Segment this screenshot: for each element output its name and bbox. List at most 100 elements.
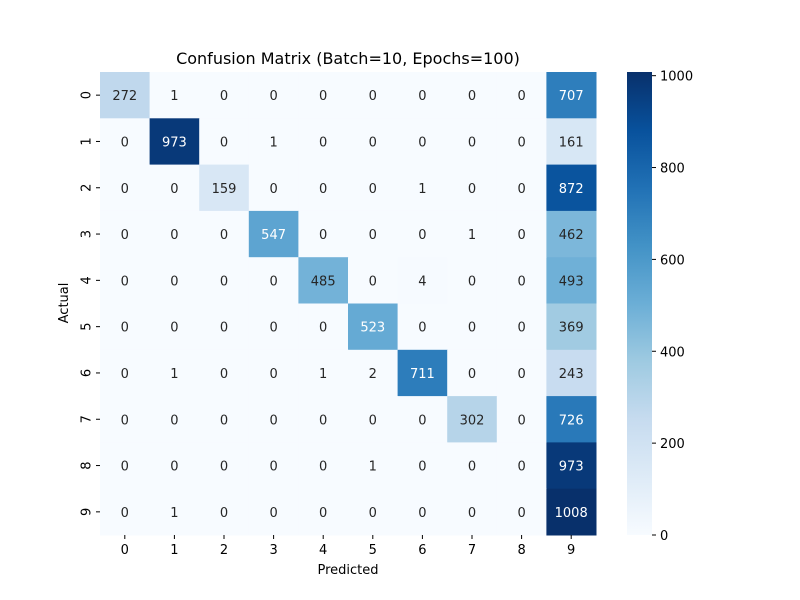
x-tick-label: 1 xyxy=(170,543,178,558)
heatmap-cell xyxy=(546,72,597,119)
heatmap-cell xyxy=(348,72,399,119)
x-axis: 0 1 2 3 4 5 6 7 8 9 xyxy=(121,535,575,558)
heatmap-cell xyxy=(397,303,448,351)
heatmap-cell xyxy=(248,164,299,212)
colorbar-tick-label: 400 xyxy=(660,345,685,360)
heatmap-cell xyxy=(496,488,547,536)
heatmap-cell xyxy=(298,257,349,304)
heatmap-cell xyxy=(100,442,151,490)
cell-value-label: 1 xyxy=(269,135,277,150)
x-axis-label: Predicted xyxy=(317,563,378,578)
cell-value-label: 0 xyxy=(269,413,277,428)
heatmap-cell xyxy=(546,349,597,397)
heatmap-cell xyxy=(199,303,250,351)
cell-value-label: 0 xyxy=(369,506,377,521)
cell-value-label: 0 xyxy=(319,182,327,197)
heatmap-cell xyxy=(199,164,250,212)
cell-value-label: 0 xyxy=(220,506,228,521)
cell-value-label: 0 xyxy=(121,135,129,150)
heatmap-cell xyxy=(348,303,399,351)
heatmap-cell xyxy=(199,396,250,443)
cell-value-label: 1008 xyxy=(555,506,588,521)
cell-value-label: 0 xyxy=(517,274,525,289)
heatmap-cell xyxy=(100,164,151,212)
cell-value-label: 0 xyxy=(170,460,178,475)
cell-value-label: 0 xyxy=(468,460,476,475)
heatmap-cell xyxy=(348,210,399,258)
cell-value-label: 0 xyxy=(170,274,178,289)
cell-value-label: 0 xyxy=(517,135,525,150)
cell-value-label: 0 xyxy=(269,182,277,197)
heatmap-cell xyxy=(348,488,399,536)
x-tick-label: 8 xyxy=(517,543,525,558)
cell-value-label: 1 xyxy=(418,182,426,197)
heatmap-cell xyxy=(149,442,200,490)
cell-value-label: 243 xyxy=(559,367,584,382)
cell-value-label: 0 xyxy=(220,89,228,104)
cell-value-label: 0 xyxy=(468,89,476,104)
heatmap-cell xyxy=(298,210,349,258)
heatmap-cell xyxy=(348,349,399,397)
heatmap-cell xyxy=(248,396,299,443)
heatmap-cell xyxy=(199,72,250,119)
heatmap-cell xyxy=(496,118,547,166)
cell-value-label: 523 xyxy=(360,321,385,336)
cell-value-label: 0 xyxy=(170,413,178,428)
heatmap-cell xyxy=(149,488,200,536)
heatmap-cell xyxy=(248,349,299,397)
cell-value-label: 0 xyxy=(220,367,228,382)
heatmap-cell xyxy=(149,396,200,443)
heatmap-cell xyxy=(496,72,547,119)
cell-value-label: 0 xyxy=(418,135,426,150)
heatmap-cell xyxy=(496,257,547,304)
heatmap-cell xyxy=(199,442,250,490)
cell-value-label: 0 xyxy=(468,506,476,521)
cell-value-label: 462 xyxy=(559,228,584,243)
heatmap-cell xyxy=(397,257,448,304)
colorbar xyxy=(627,72,652,535)
heatmap-cell xyxy=(298,488,349,536)
y-tick-label: 6 xyxy=(80,369,95,377)
x-tick-label: 0 xyxy=(121,543,129,558)
heatmap-cell xyxy=(248,488,299,536)
cell-value-label: 0 xyxy=(517,182,525,197)
heatmap-cell xyxy=(447,396,498,443)
cell-value-label: 0 xyxy=(418,321,426,336)
cell-value-label: 0 xyxy=(220,274,228,289)
heatmap-cell xyxy=(496,210,547,258)
heatmap-cell xyxy=(149,164,200,212)
heatmap-cell xyxy=(447,442,498,490)
x-tick-label: 2 xyxy=(220,543,228,558)
x-tick-label: 7 xyxy=(468,543,476,558)
cell-value-label: 0 xyxy=(517,228,525,243)
cell-value-label: 547 xyxy=(261,228,286,243)
heatmap-cell xyxy=(447,349,498,397)
heatmap-cell xyxy=(149,257,200,304)
cell-value-label: 707 xyxy=(559,89,584,104)
cell-value-label: 161 xyxy=(559,135,584,150)
heatmap-cell xyxy=(100,257,151,304)
heatmap-cell xyxy=(496,442,547,490)
cell-value-label: 0 xyxy=(369,135,377,150)
cell-value-label: 0 xyxy=(468,274,476,289)
x-tick-label: 3 xyxy=(269,543,277,558)
cell-value-label: 485 xyxy=(311,274,336,289)
heatmap-cell xyxy=(100,303,151,351)
heatmap-cell xyxy=(546,257,597,304)
cell-value-label: 0 xyxy=(319,89,327,104)
cell-value-label: 0 xyxy=(369,89,377,104)
cell-value-label: 0 xyxy=(517,506,525,521)
cell-value-label: 0 xyxy=(517,367,525,382)
heatmap-cell xyxy=(298,396,349,443)
cell-value-label: 1 xyxy=(170,89,178,104)
heatmap-cell xyxy=(248,303,299,351)
cell-value-label: 872 xyxy=(559,182,584,197)
cell-value-label: 0 xyxy=(121,321,129,336)
heatmap-cell xyxy=(447,257,498,304)
x-tick-label: 6 xyxy=(418,543,426,558)
heatmap-cell xyxy=(100,72,151,119)
heatmap-cell xyxy=(546,210,597,258)
y-tick-label: 3 xyxy=(80,230,95,238)
cell-value-label: 0 xyxy=(319,135,327,150)
